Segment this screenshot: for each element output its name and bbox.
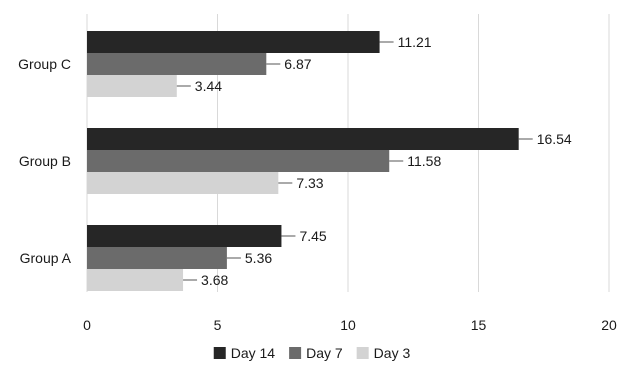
data-label: 16.54 <box>537 131 572 147</box>
x-tick-label: 20 <box>601 317 617 333</box>
legend: Day 14 Day 7 Day 3 <box>213 345 411 361</box>
data-label: 5.36 <box>245 250 272 266</box>
x-tick-label: 0 <box>83 317 91 333</box>
data-label: 7.45 <box>299 228 326 244</box>
x-tick-label: 15 <box>471 317 487 333</box>
data-label: 3.68 <box>201 272 228 288</box>
x-tick-label: 5 <box>214 317 222 333</box>
data-label: 7.33 <box>296 175 323 191</box>
bar-day-3-group-b <box>87 172 279 194</box>
data-label: 11.58 <box>407 153 441 169</box>
legend-swatch-day-14 <box>213 347 226 359</box>
legend-label: Day 3 <box>374 345 411 361</box>
bar-day-3-group-c <box>87 75 177 97</box>
data-label: 3.44 <box>195 78 222 94</box>
bar-day-7-group-a <box>87 247 227 269</box>
bar-day-7-group-c <box>87 53 267 75</box>
bar-day-14-group-b <box>87 128 519 150</box>
data-labels: 11.21 6.87 3.44 16.54 11.58 7.33 7.45 5.36 3.68 <box>176 34 572 288</box>
legend-swatch-day-7 <box>289 347 302 359</box>
legend-label: Day 7 <box>306 345 343 361</box>
category-label: Group B <box>19 153 71 169</box>
bar-day-7-group-b <box>87 150 390 172</box>
category-axis: Group C Group B Group A <box>18 56 72 266</box>
category-label: Group A <box>20 250 72 266</box>
value-axis: 0 5 10 15 20 <box>83 317 617 333</box>
legend-swatch-day-3 <box>356 347 369 359</box>
data-label: 11.21 <box>398 34 432 50</box>
bar-day-3-group-a <box>87 269 184 291</box>
bar-day-14-group-a <box>87 225 282 247</box>
data-label: 6.87 <box>284 56 311 72</box>
bar-day-14-group-c <box>87 31 380 53</box>
legend-label: Day 14 <box>231 345 276 361</box>
x-tick-label: 10 <box>340 317 356 333</box>
bars <box>87 31 519 291</box>
category-label: Group C <box>18 56 71 72</box>
